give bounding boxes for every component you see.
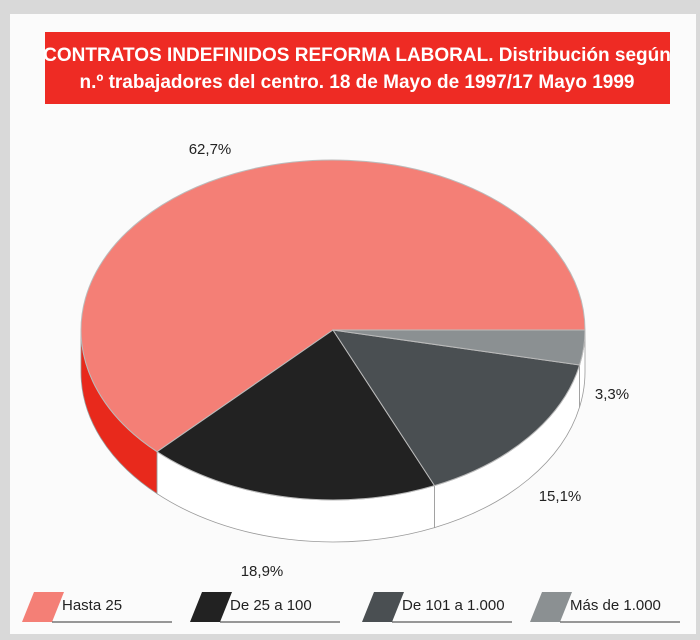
title-box <box>45 32 670 104</box>
chart-title: CONTRATOS INDEFINIDOS REFORMA LABORAL. D… <box>43 45 671 66</box>
legend-label: Hasta 25 <box>62 597 122 614</box>
legend-swatch <box>190 592 232 622</box>
legend-swatch <box>530 592 572 622</box>
pie <box>80 159 586 543</box>
value-label: 15,1% <box>539 488 582 505</box>
slice <box>80 159 586 453</box>
legend-label: De 101 a 1.000 <box>402 597 505 614</box>
value-label: 62,7% <box>189 141 232 158</box>
value-label: 3,3% <box>595 386 629 403</box>
value-label: 18,9% <box>241 563 284 580</box>
legend-label: De 25 a 100 <box>230 597 312 614</box>
slice <box>332 329 586 366</box>
slice <box>331 329 581 487</box>
legend-label: Más de 1.000 <box>570 597 661 614</box>
slice <box>156 329 436 501</box>
chart-title: n.º trabajadores del centro. 18 de Mayo … <box>79 72 634 93</box>
legend-swatch <box>362 592 404 622</box>
legend-swatch <box>22 592 64 622</box>
